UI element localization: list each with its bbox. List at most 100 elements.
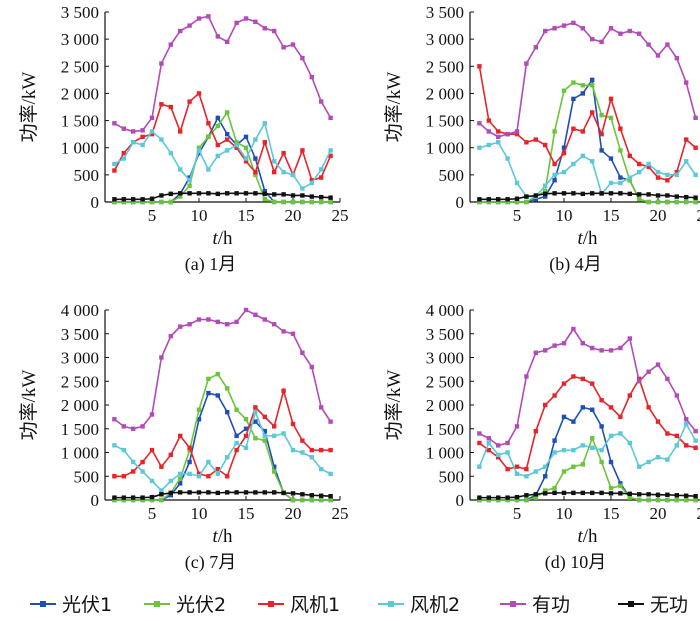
data-point-wind1 xyxy=(637,161,642,167)
data-point-active xyxy=(319,405,324,410)
x-tick-label: 20 xyxy=(285,504,302,523)
data-point-pv2 xyxy=(477,497,482,503)
data-point-active xyxy=(149,412,155,417)
data-point-wind2 xyxy=(262,121,267,126)
data-point-wind2 xyxy=(552,450,557,455)
data-point-reactive xyxy=(178,191,183,196)
data-point-wind1 xyxy=(243,159,249,164)
data-point-active xyxy=(290,331,296,336)
data-point-reactive xyxy=(496,495,501,500)
y-tick-label: 4 000 xyxy=(426,301,464,320)
data-point-pv1 xyxy=(234,433,239,439)
x-axis-label: t/h xyxy=(577,526,598,547)
data-point-active xyxy=(571,326,576,332)
data-point-wind2 xyxy=(665,172,670,178)
data-point-pv2 xyxy=(196,407,202,412)
data-point-pv1 xyxy=(618,175,623,180)
data-point-wind2 xyxy=(627,440,632,446)
data-point-pv2 xyxy=(693,199,698,205)
series-pv1 xyxy=(112,115,333,205)
series-reactive xyxy=(477,490,698,500)
series-line-wind1 xyxy=(478,375,696,471)
series-line-pv1 xyxy=(479,406,696,501)
series-line-active xyxy=(479,327,697,447)
data-point-active xyxy=(140,424,145,429)
data-point-reactive xyxy=(646,492,651,497)
data-point-active xyxy=(328,419,333,424)
x-tick-label: 10 xyxy=(556,206,573,225)
data-point-pv1 xyxy=(243,134,249,140)
data-point-reactive xyxy=(131,495,136,500)
data-point-wind2 xyxy=(552,172,557,178)
data-point-wind2 xyxy=(112,161,117,167)
data-point-wind1 xyxy=(178,129,183,134)
x-tick-label: 5 xyxy=(148,504,157,523)
data-point-wind2 xyxy=(505,156,510,161)
y-axis-label: 功率/kW xyxy=(18,72,40,143)
data-point-wind2 xyxy=(159,488,164,493)
series-pv2 xyxy=(112,110,333,205)
data-point-reactive xyxy=(637,192,642,197)
data-point-reactive xyxy=(533,492,538,497)
data-point-wind1 xyxy=(243,433,249,439)
data-point-wind2 xyxy=(168,478,173,484)
data-point-wind2 xyxy=(225,455,230,460)
data-point-wind2 xyxy=(281,431,286,436)
data-point-active xyxy=(571,20,576,26)
y-tick-label: 1 500 xyxy=(426,420,464,439)
data-point-reactive xyxy=(514,196,520,201)
data-point-pv2 xyxy=(646,497,651,503)
data-point-reactive xyxy=(599,490,604,496)
series-wind1 xyxy=(477,64,698,183)
data-point-wind2 xyxy=(112,443,117,448)
y-tick-label: 1 500 xyxy=(426,112,464,131)
data-point-pv2 xyxy=(561,469,567,474)
data-point-active xyxy=(524,374,529,379)
data-point-reactive xyxy=(505,495,510,500)
data-point-reactive xyxy=(262,490,267,495)
data-point-wind1 xyxy=(486,447,491,453)
data-point-wind1 xyxy=(646,164,651,169)
data-point-pv1 xyxy=(561,145,567,150)
data-point-active xyxy=(477,121,482,126)
data-point-active xyxy=(684,417,689,422)
data-point-active xyxy=(599,348,604,353)
data-point-active xyxy=(655,362,661,367)
series-active xyxy=(112,14,333,134)
data-point-reactive xyxy=(552,490,557,496)
data-point-pv2 xyxy=(496,497,501,503)
x-axis-label: t/h xyxy=(212,526,233,547)
data-point-active xyxy=(646,42,651,47)
data-point-active xyxy=(206,317,211,322)
data-point-wind2 xyxy=(618,180,623,186)
data-point-wind1 xyxy=(168,452,173,458)
data-point-pv1 xyxy=(599,148,604,153)
data-point-pv2 xyxy=(262,438,267,443)
data-point-wind1 xyxy=(524,140,529,145)
series-line-pv1 xyxy=(114,392,331,501)
data-point-reactive xyxy=(580,191,585,197)
data-point-wind1 xyxy=(328,447,333,453)
data-point-pv2 xyxy=(684,199,689,205)
data-point-reactive xyxy=(300,492,305,497)
data-point-active xyxy=(168,333,173,339)
data-point-wind2 xyxy=(290,447,296,453)
data-point-reactive xyxy=(225,490,230,495)
data-point-wind2 xyxy=(234,440,239,446)
legend-item-pv2: 光伏2 xyxy=(144,594,226,616)
data-point-active xyxy=(590,36,595,42)
data-point-active xyxy=(496,443,501,448)
data-point-wind2 xyxy=(281,169,286,175)
y-axis-label: 功率/kW xyxy=(383,72,405,143)
data-point-reactive xyxy=(674,493,679,498)
series-line-wind2 xyxy=(113,121,332,190)
data-point-wind1 xyxy=(590,381,595,386)
data-point-pv2 xyxy=(665,199,670,205)
data-point-pv2 xyxy=(234,140,239,145)
data-point-pv2 xyxy=(140,497,145,503)
data-point-pv2 xyxy=(206,376,211,382)
data-point-reactive xyxy=(243,191,249,196)
series-wind2 xyxy=(112,121,333,191)
data-point-active xyxy=(319,99,324,104)
data-point-active xyxy=(178,28,183,34)
